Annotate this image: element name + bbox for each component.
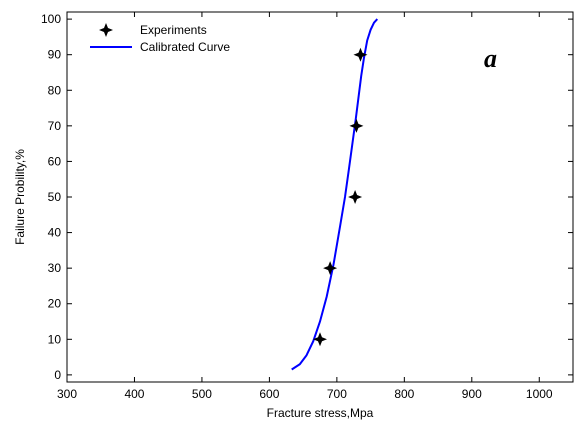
y-tick-label: 30 [48, 261, 62, 275]
experiment-point [349, 118, 364, 133]
x-tick-label: 300 [57, 387, 77, 401]
x-tick-label: 400 [124, 387, 144, 401]
y-tick-label: 80 [48, 83, 62, 97]
legend-label-calibrated: Calibrated Curve [140, 40, 230, 54]
y-tick-label: 50 [48, 190, 62, 204]
experiment-point [348, 190, 363, 204]
x-tick-label: 700 [327, 387, 347, 401]
x-tick-label: 1000 [526, 387, 553, 401]
y-tick-label: 20 [48, 297, 62, 311]
x-tick-label: 500 [192, 387, 212, 401]
y-tick-label: 10 [48, 332, 62, 346]
legend-label-experiments: Experiments [140, 23, 207, 37]
y-axis-label: Failure Probility,% [13, 149, 27, 245]
points-layer [313, 47, 368, 347]
experiment-point [323, 261, 338, 276]
y-tick-label: 100 [41, 12, 61, 26]
y-tick-label: 90 [48, 48, 62, 62]
legend: Experiments Calibrated Curve [90, 23, 230, 54]
legend-marker-experiments [99, 23, 113, 37]
y-tick-label: 70 [48, 119, 62, 133]
curve-layer [291, 18, 379, 371]
experiment-point [313, 332, 327, 347]
y-tick-label: 0 [54, 368, 61, 382]
x-axis-label: Fracture stress,Mpa [267, 406, 374, 420]
experiment-point [353, 47, 368, 62]
x-tick-label: 600 [259, 387, 279, 401]
y-tick-label: 40 [48, 226, 62, 240]
plot-area [66, 11, 574, 383]
x-tick-label: 900 [462, 387, 482, 401]
calibrated-curve-line [291, 18, 379, 371]
y-tick-label: 60 [48, 154, 62, 168]
x-tick-label: 800 [394, 387, 414, 401]
axis-ticks: 300 400 500 600 700 800 900 1000 0 10 20 30 40 50 60 70… [41, 12, 573, 401]
panel-annotation: a [484, 44, 497, 73]
